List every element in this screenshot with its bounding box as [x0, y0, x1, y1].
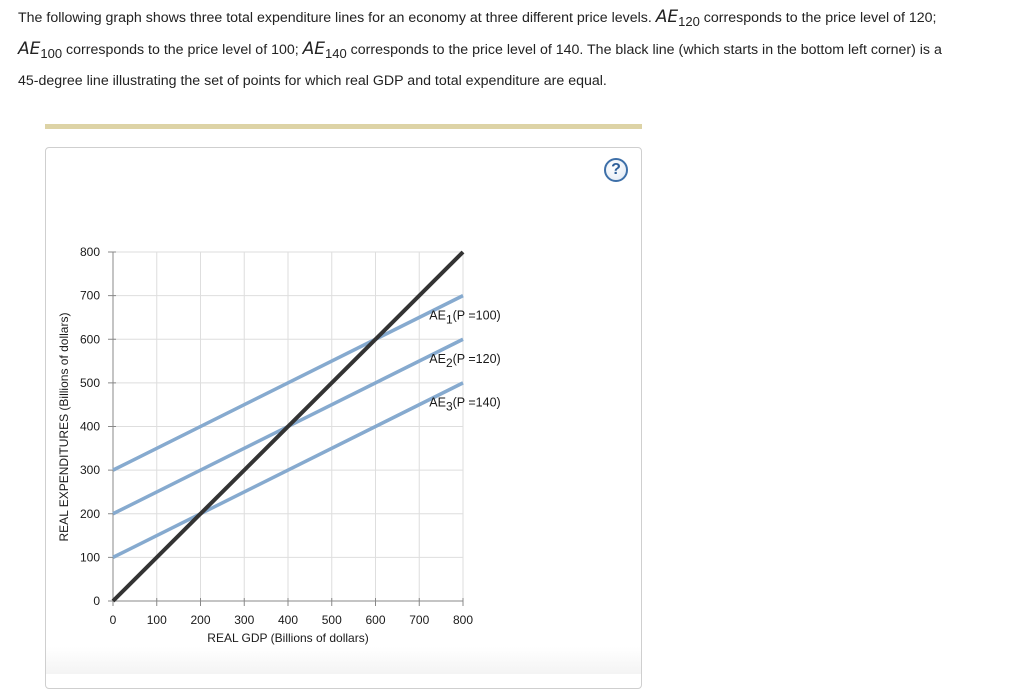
ae-label-3: AE3(P =140): [429, 396, 500, 414]
axes: 0 100 200 300 400 500 600 700 800 0 100 200 300 400 50…: [80, 245, 473, 627]
prompt-line-1: The following graph shows three total ex…: [18, 2, 1018, 34]
series: [111, 250, 465, 603]
y-tick-label-200: 200: [80, 507, 100, 521]
ae140-text: corresponds to the price level of 140. T…: [350, 42, 942, 58]
prompt-intro: The following graph shows three total ex…: [18, 10, 652, 26]
ae100-subscript: 100: [40, 46, 63, 61]
y-tick-label-800: 800: [80, 245, 100, 259]
ae100-symbol: AE: [18, 39, 41, 59]
ae120-symbol: AE: [655, 7, 679, 27]
question-prompt: The following graph shows three total ex…: [18, 2, 1018, 97]
ae140-symbol: AE: [302, 39, 326, 59]
x-tick-label-200: 200: [190, 613, 210, 627]
x-tick-label-500: 500: [322, 613, 342, 627]
y-tick-label-500: 500: [80, 376, 100, 390]
ae100-text: corresponds to the price level of 100;: [66, 42, 299, 58]
panel-bottom-fade: [46, 647, 641, 674]
graph-panel: [45, 147, 642, 689]
line-45-degree: [111, 250, 465, 603]
y-tick-label-400: 400: [80, 420, 100, 434]
y-axis-label: REAL EXPENDITURES (Billions of dollars): [57, 313, 71, 542]
y-tick-label-300: 300: [80, 463, 100, 477]
ae-line-3: [112, 381, 464, 559]
ae120-subscript: 120: [678, 14, 700, 29]
prompt-line-2: AE100 corresponds to the price level of …: [18, 34, 1018, 66]
ae140-subscript: 140: [325, 46, 347, 61]
x-tick-label-600: 600: [365, 613, 385, 627]
x-tick-label-700: 700: [409, 613, 429, 627]
ae-line-1: [112, 294, 464, 472]
y-tick-label-0: 0: [93, 594, 100, 608]
x-axis-label: REAL GDP (Billions of dollars): [207, 631, 368, 645]
y-tick-label-100: 100: [80, 550, 100, 564]
x-tick-label-400: 400: [278, 613, 298, 627]
prompt-line-3: 45-degree line illustrating the set of p…: [18, 73, 607, 89]
expenditure-chart: 0 100 200 300 400 500 600 700 800 0 100 200 300 400 50…: [57, 245, 501, 645]
section-divider: [45, 124, 642, 129]
x-tick-label-100: 100: [147, 613, 167, 627]
ae-label-1: AE1(P =100): [429, 308, 500, 326]
series-labels: AE1(P =100) AE2(P =120) AE3(P =140): [429, 308, 500, 413]
help-button[interactable]: ?: [604, 158, 628, 182]
x-tick-label-800: 800: [453, 613, 473, 627]
x-tick-label-300: 300: [234, 613, 254, 627]
y-tick-label-700: 700: [80, 289, 100, 303]
y-tick-label-600: 600: [80, 332, 100, 346]
ae120-text: corresponds to the price level of 120;: [703, 10, 937, 26]
ae-label-2: AE2(P =120): [429, 352, 500, 370]
x-tick-label-0: 0: [110, 613, 117, 627]
